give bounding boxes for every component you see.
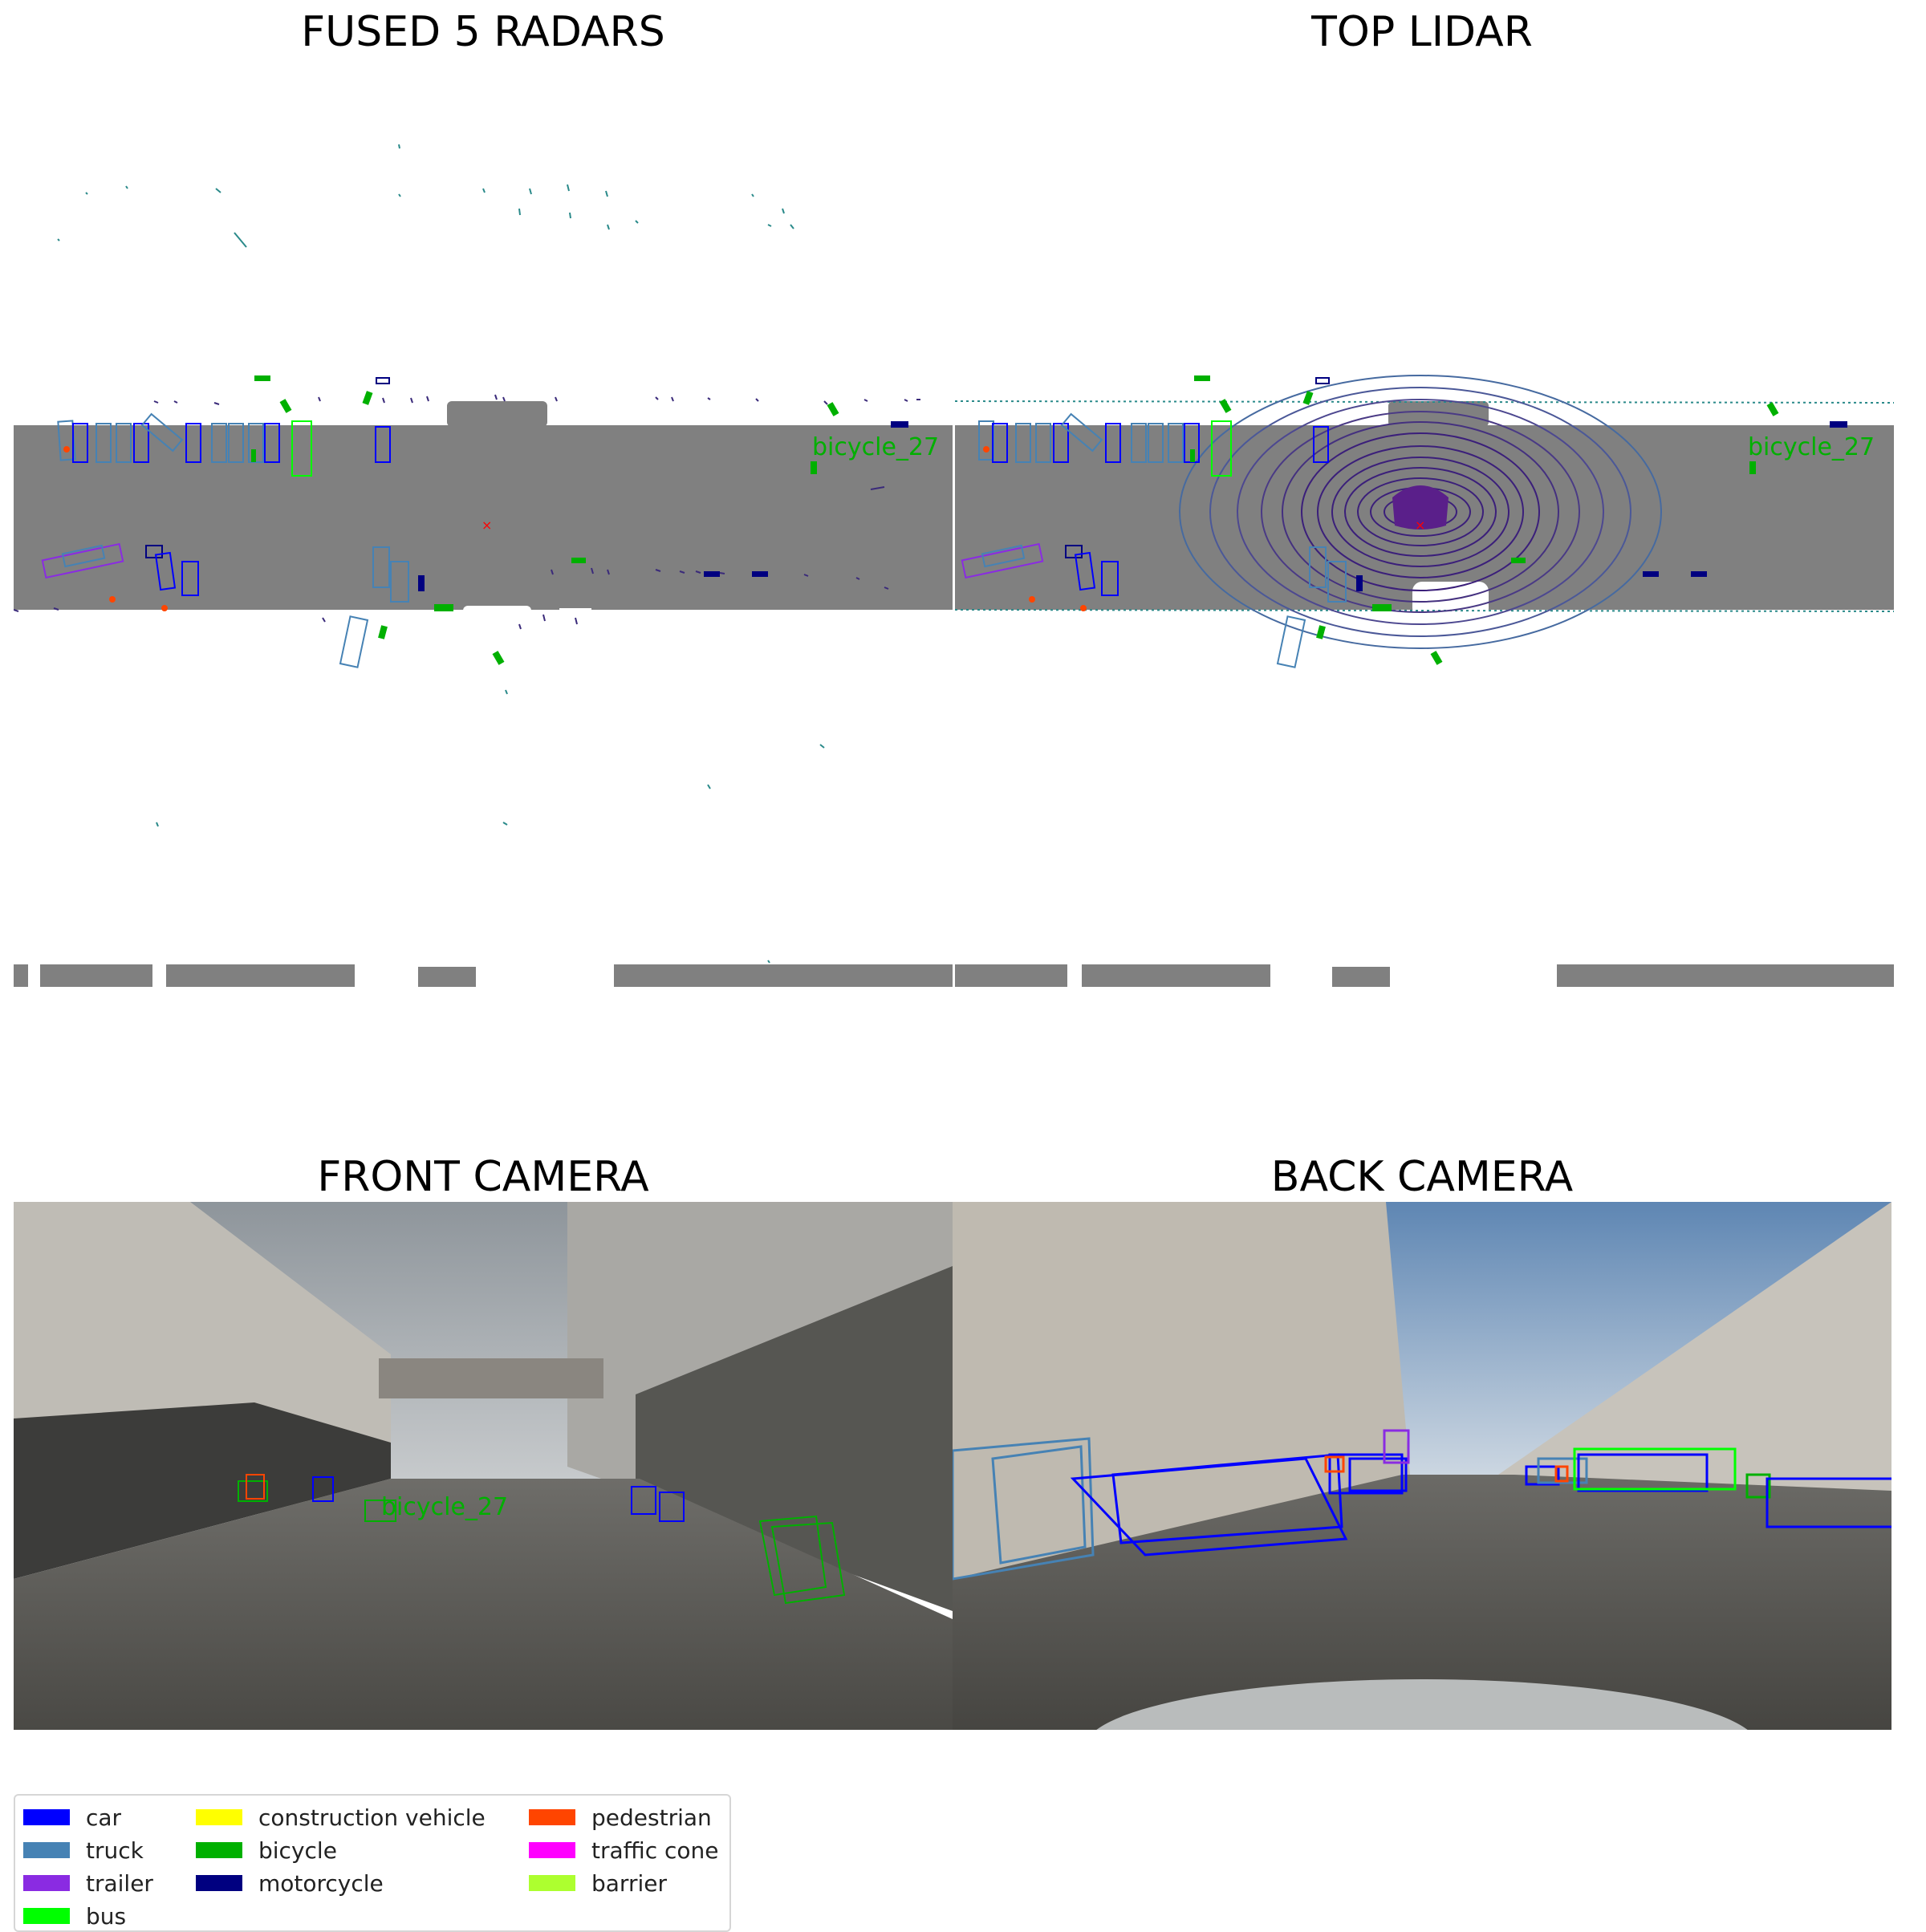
- legend-swatch-motorcycle: [196, 1875, 242, 1891]
- legend-swatch-truck: [23, 1842, 70, 1858]
- road-strip: [418, 967, 476, 987]
- ego-hood: [1096, 1679, 1748, 1730]
- vehicle-boxes-south: [961, 542, 1347, 668]
- back-camera-scene: [953, 1202, 1891, 1730]
- legend-swatch-bus: [23, 1908, 70, 1924]
- legend-label: bicycle: [258, 1837, 337, 1864]
- road-strip: [1082, 964, 1270, 987]
- legend-label: pedestrian: [591, 1804, 712, 1831]
- front-3d-boxes: [238, 1474, 846, 1605]
- legend-item-pedestrian: pedestrian: [529, 1804, 712, 1831]
- radar-object-label: bicycle_27: [812, 433, 939, 461]
- vehicle-boxes-south: [41, 542, 409, 668]
- legend-swatch-pedestrian: [529, 1809, 575, 1825]
- skybridge: [379, 1358, 603, 1398]
- road-strip: [614, 964, 953, 987]
- legend-swatch-barrier: [529, 1875, 575, 1891]
- front-object-label: bicycle_27: [381, 1493, 508, 1521]
- road-strip: [1557, 964, 1894, 987]
- road-notch-bottom-2: [559, 608, 591, 626]
- ego-footprint: [1392, 485, 1449, 530]
- front-camera-scene: bicycle_27: [14, 1202, 953, 1730]
- radar-points-road: [14, 394, 920, 630]
- front-camera-title: FRONT CAMERA: [317, 1153, 649, 1201]
- legend-swatch-trailer: [23, 1875, 70, 1891]
- road-strip: [14, 964, 28, 987]
- road-strip: [40, 964, 152, 987]
- radar-points: [57, 144, 825, 964]
- back-camera-title: BACK CAMERA: [1270, 1153, 1574, 1201]
- ego-marker: ×: [482, 518, 492, 533]
- road-notch-bottom: [463, 606, 531, 628]
- ego-marker: ×: [1415, 518, 1425, 533]
- road-surface: [14, 425, 953, 610]
- lidar-scan-edge: [955, 609, 1894, 612]
- legend-item-bus: bus: [23, 1902, 126, 1930]
- road: [14, 1479, 953, 1730]
- legend-item-car: car: [23, 1804, 121, 1831]
- legend-item-bicycle: bicycle: [196, 1837, 337, 1864]
- legend-label: bus: [86, 1902, 127, 1930]
- legend-item-traffic-cone: traffic cone: [529, 1837, 719, 1864]
- legend-label: motorcycle: [258, 1869, 384, 1897]
- left-building: [953, 1202, 1410, 1579]
- legend-label: barrier: [591, 1869, 667, 1897]
- road-notch-top: [447, 401, 547, 427]
- lidar-rings: [1179, 375, 1662, 649]
- lidar-bev-canvas: ×: [955, 375, 1894, 987]
- legend-item-motorcycle: motorcycle: [196, 1869, 384, 1897]
- lidar-panel-title: TOP LIDAR: [1311, 8, 1533, 56]
- road-notch-top: [1388, 401, 1489, 427]
- right-building: [1498, 1202, 1891, 1491]
- mural-wall: [636, 1266, 953, 1611]
- lidar-scan-edge: [955, 400, 1894, 404]
- legend: car truck trailer bus construction vehic…: [14, 1794, 731, 1932]
- legend-label: truck: [86, 1837, 144, 1864]
- lidar-object-label: bicycle_27: [1748, 433, 1875, 461]
- front-camera-image: bicycle_27: [14, 1202, 953, 1730]
- vehicle-boxes-north: [57, 412, 391, 477]
- back-camera-image: [953, 1202, 1891, 1730]
- pedestrian-markers: [983, 446, 1087, 611]
- legend-item-truck: truck: [23, 1837, 144, 1864]
- motorcycle-markers: [1315, 377, 1847, 591]
- road-strip: [955, 964, 1067, 987]
- legend-label: car: [86, 1804, 122, 1831]
- legend-swatch-bicycle: [196, 1842, 242, 1858]
- left-building-garage: [14, 1402, 391, 1579]
- motorcycle-markers: [376, 377, 908, 591]
- back-3d-boxes: [953, 1429, 1891, 1581]
- road-strip: [166, 964, 355, 987]
- legend-swatch-car: [23, 1809, 70, 1825]
- bicycle-markers: [251, 375, 839, 665]
- legend-item-construction-vehicle: construction vehicle: [196, 1804, 486, 1831]
- legend-label: trailer: [86, 1869, 153, 1897]
- legend-label: traffic cone: [591, 1837, 719, 1864]
- legend-swatch-construction-vehicle: [196, 1809, 242, 1825]
- bicycle-markers: [1190, 375, 1779, 665]
- legend-label: construction vehicle: [258, 1804, 486, 1831]
- road-strip: [1332, 967, 1390, 987]
- legend-item-barrier: barrier: [529, 1869, 667, 1897]
- pedestrian-markers: [63, 446, 168, 611]
- legend-swatch-traffic-cone: [529, 1842, 575, 1858]
- lidar-bev-view: ×: [955, 72, 1894, 1059]
- radar-bev-view: ×: [14, 72, 953, 1059]
- radar-bev-canvas: ×: [14, 144, 953, 987]
- vehicle-boxes-north: [978, 412, 1329, 477]
- radar-panel-title: FUSED 5 RADARS: [301, 8, 665, 56]
- legend-item-trailer: trailer: [23, 1869, 153, 1897]
